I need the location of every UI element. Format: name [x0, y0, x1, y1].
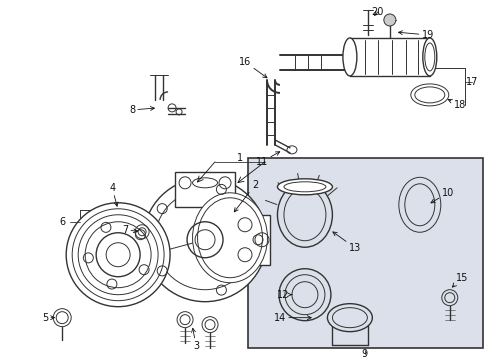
Circle shape: [143, 178, 267, 302]
Text: 6: 6: [59, 217, 65, 227]
Text: 12: 12: [277, 290, 292, 300]
Text: 13: 13: [333, 232, 361, 253]
Text: 19: 19: [398, 30, 434, 40]
Ellipse shape: [327, 304, 372, 332]
Text: 11: 11: [256, 152, 280, 167]
Text: 2: 2: [234, 180, 258, 212]
Ellipse shape: [425, 43, 435, 71]
Text: 14: 14: [274, 313, 311, 323]
Text: 1: 1: [237, 153, 243, 163]
Circle shape: [285, 275, 325, 315]
Bar: [175, 172, 235, 207]
Circle shape: [53, 309, 71, 327]
Ellipse shape: [284, 189, 326, 241]
Text: 3: 3: [192, 328, 199, 351]
Text: 9: 9: [362, 348, 368, 359]
Text: 5: 5: [42, 313, 54, 323]
Ellipse shape: [277, 182, 332, 247]
Circle shape: [442, 290, 458, 306]
Circle shape: [177, 312, 193, 328]
Text: 10: 10: [431, 188, 454, 203]
Bar: [238, 215, 270, 265]
Ellipse shape: [197, 198, 263, 278]
Ellipse shape: [423, 38, 437, 76]
Text: 8: 8: [129, 105, 154, 115]
Text: 18: 18: [448, 99, 466, 110]
Bar: [248, 158, 483, 348]
Ellipse shape: [284, 182, 326, 192]
Ellipse shape: [399, 177, 441, 232]
Ellipse shape: [193, 193, 268, 283]
Circle shape: [279, 269, 331, 321]
Text: 7: 7: [122, 225, 137, 235]
Text: 15: 15: [452, 273, 468, 287]
Bar: [350, 38, 430, 76]
Ellipse shape: [277, 179, 332, 195]
Circle shape: [292, 282, 318, 308]
Circle shape: [202, 317, 218, 333]
Ellipse shape: [332, 308, 368, 328]
Text: 16: 16: [239, 57, 267, 78]
Circle shape: [384, 14, 396, 26]
Ellipse shape: [405, 184, 435, 226]
Ellipse shape: [343, 38, 357, 76]
Circle shape: [66, 203, 170, 307]
Text: 17: 17: [466, 77, 478, 87]
Text: 20: 20: [372, 7, 384, 17]
Circle shape: [155, 190, 255, 290]
Text: 4: 4: [109, 183, 118, 206]
